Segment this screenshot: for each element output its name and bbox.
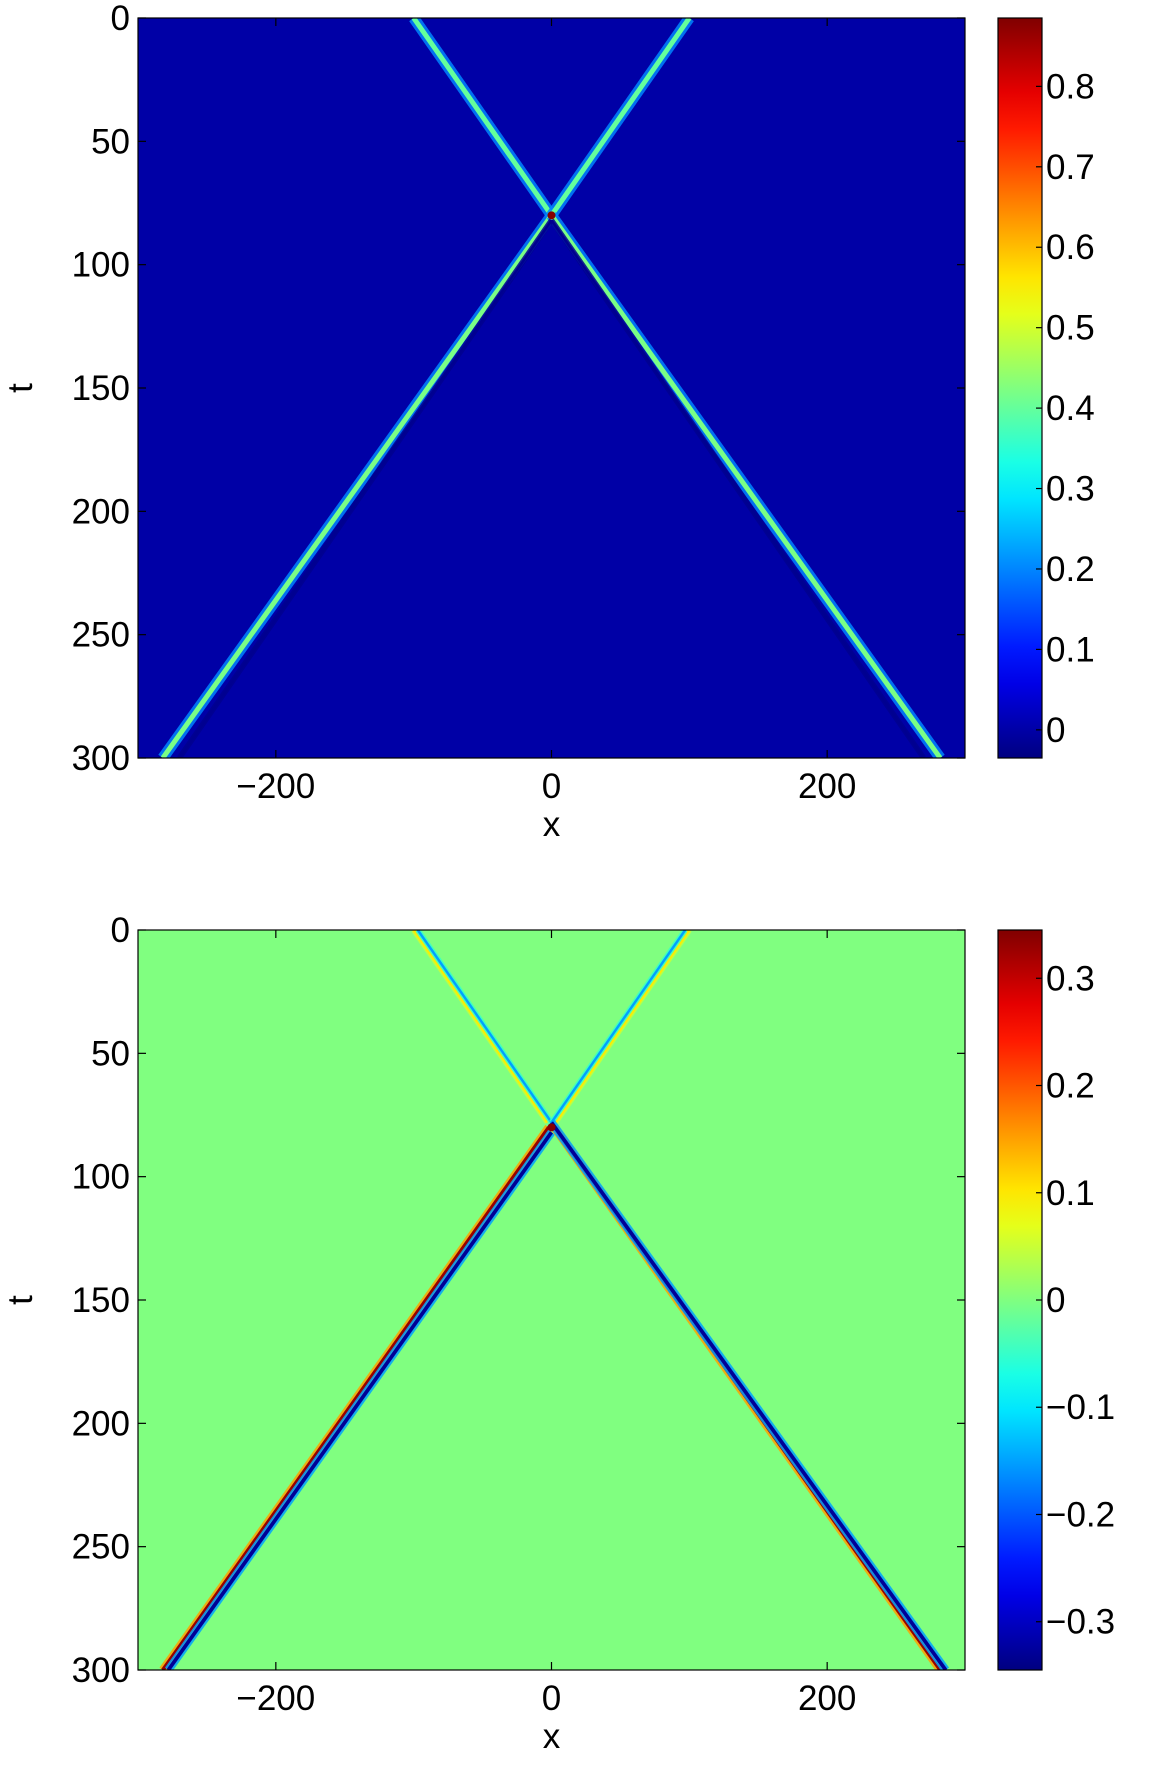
x-axis-label: x: [543, 805, 561, 844]
y-tick-label: 250: [72, 616, 130, 655]
wave-line-0: [411, 18, 554, 217]
y-tick-label: 150: [72, 369, 130, 408]
wave-line-5: [166, 1131, 554, 1670]
colorbar-tick-label: 0: [1046, 711, 1065, 750]
x-tick-label: 200: [798, 1679, 856, 1718]
colorbar-tick-label: 0.1: [1046, 1174, 1095, 1213]
wave-line-4: [161, 1126, 551, 1670]
y-tick-label: 200: [72, 492, 130, 531]
y-tick-label: 250: [72, 1528, 130, 1567]
wave-line-3: [549, 213, 943, 758]
collision-point: [547, 1123, 556, 1132]
colorbar-tick-label: 0: [1046, 1281, 1065, 1320]
colorbar-tick-label: 0.8: [1046, 67, 1095, 106]
y-axis-label: t: [1, 1295, 40, 1305]
wave-line-3: [550, 930, 687, 1124]
colorbar-tick-label: 0.2: [1046, 550, 1095, 589]
y-tick-label: 300: [72, 739, 130, 778]
colorbar-tick-label: 0.6: [1046, 228, 1095, 267]
wave-line-5: [550, 219, 925, 758]
x-axis-label: x: [543, 1717, 561, 1756]
y-tick-label: 0: [111, 0, 130, 38]
colorbar-tick-label: −0.1: [1046, 1388, 1115, 1427]
colorbar-tick-label: 0.4: [1046, 389, 1095, 428]
top-axes: −200 0 200 0 50 100 150 200 250 300 x t: [1, 0, 966, 844]
bottom-axes: −200 0 200 0 50 100 150 200 250 300 x t: [1, 911, 966, 1756]
y-tick-label: 100: [72, 1158, 130, 1197]
y-tick-label: 150: [72, 1281, 130, 1320]
y-tick-label: 0: [111, 911, 130, 950]
colorbar-tick-label: −0.3: [1046, 1603, 1115, 1642]
top-heatmap: [138, 18, 965, 758]
wave-line-2: [160, 213, 554, 758]
wave-line-0: [412, 930, 549, 1124]
colorbar-tick-label: 0.3: [1046, 959, 1095, 998]
wave-line-4: [178, 219, 553, 758]
wave-line-1: [416, 930, 553, 1124]
y-tick-label: 100: [72, 246, 130, 285]
heatmap-background: [138, 930, 965, 1670]
wave-line-7: [549, 1121, 948, 1670]
colorbar-gradient: [997, 17, 1043, 759]
x-tick-label: 200: [798, 767, 856, 806]
x-tick-label: 0: [542, 767, 561, 806]
colorbar-tick-label: 0.7: [1046, 148, 1095, 187]
colorbar-tick-label: 0.5: [1046, 309, 1095, 348]
y-tick-label: 200: [72, 1404, 130, 1443]
x-tick-label: −200: [236, 767, 315, 806]
wave-line-2: [554, 930, 691, 1124]
bottom-colorbar: −0.3 −0.2 −0.1 0 0.1 0.2 0.3: [997, 929, 1115, 1671]
collision-point: [547, 211, 556, 220]
wave-line-1: [549, 18, 692, 217]
colorbar-tick-label: −0.2: [1046, 1495, 1115, 1534]
x-tick-label: −200: [236, 1679, 315, 1718]
y-tick-label: 300: [72, 1651, 130, 1690]
colorbar-tick-label: 0.1: [1046, 630, 1095, 669]
colorbar-gradient: [997, 929, 1043, 1671]
y-tick-label: 50: [91, 1034, 130, 1073]
y-axis-label: t: [1, 383, 40, 393]
heatmap-background: [138, 18, 965, 758]
colorbar-tick-label: 0.2: [1046, 1067, 1095, 1106]
bottom-heatmap: [138, 930, 965, 1670]
top-colorbar: 0 0.1 0.2 0.3 0.4 0.5 0.6 0.7 0.8: [997, 17, 1095, 759]
x-tick-label: 0: [542, 1679, 561, 1718]
colorbar-tick-label: 0.3: [1046, 470, 1095, 509]
y-tick-label: 50: [91, 122, 130, 161]
